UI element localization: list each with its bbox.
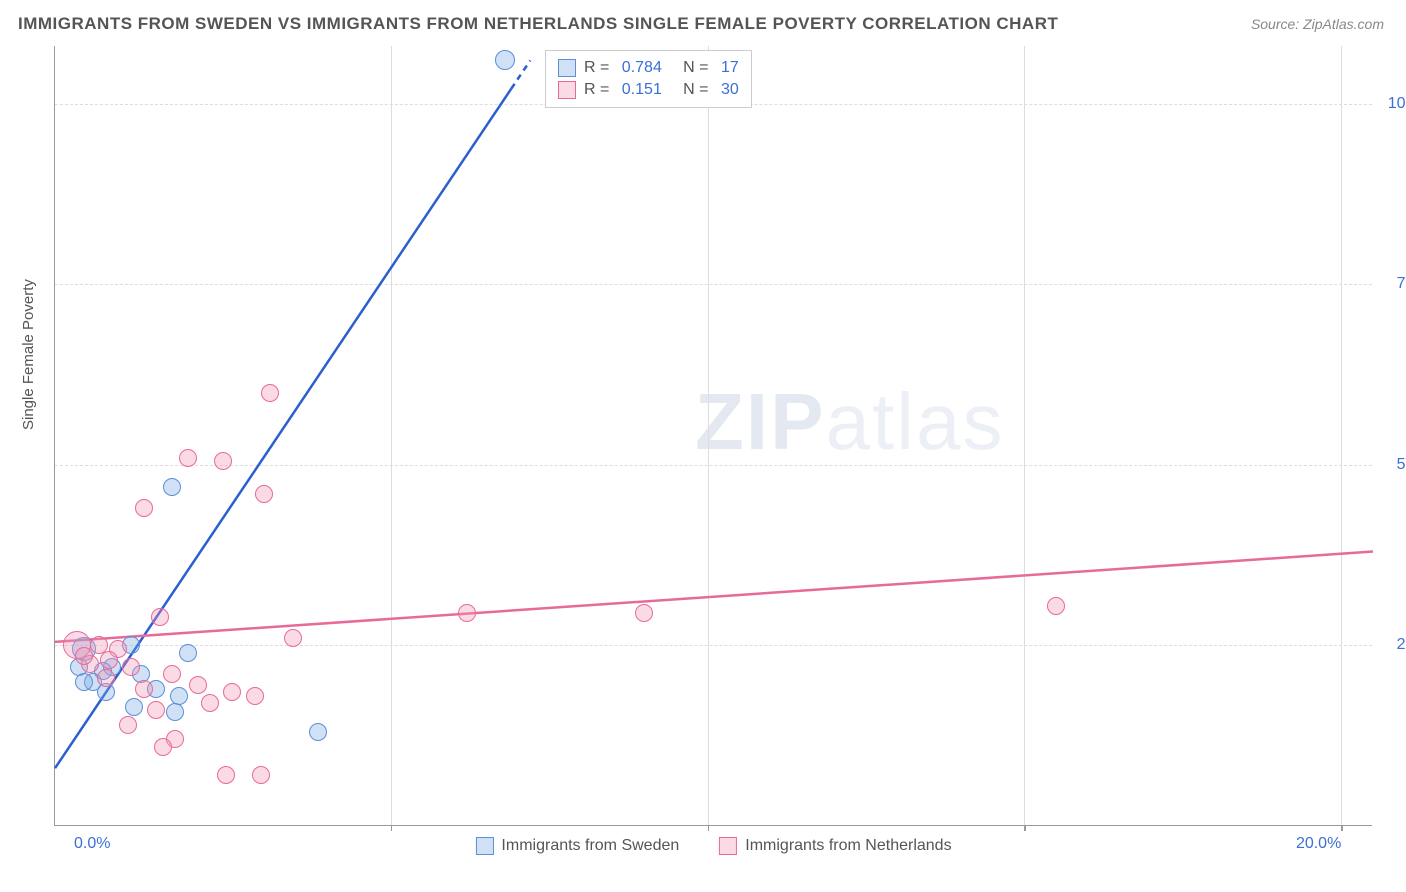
data-point <box>75 647 93 665</box>
legend-r-value: 0.784 <box>622 59 662 77</box>
stats-legend: R = 0.784 N = 17R = 0.151 N = 30 <box>545 50 752 108</box>
legend-r-label: R = <box>584 81 614 99</box>
data-point <box>458 604 476 622</box>
stats-legend-row: R = 0.151 N = 30 <box>558 79 739 101</box>
data-point <box>201 694 219 712</box>
y-tick-label: 100.0% <box>1382 95 1406 113</box>
x-tick-label: 0.0% <box>74 835 110 853</box>
data-point <box>147 701 165 719</box>
legend-item-netherlands: Immigrants from Netherlands <box>719 837 951 855</box>
legend-swatch-netherlands <box>719 837 737 855</box>
legend-n-value: 30 <box>721 81 739 99</box>
data-point <box>135 499 153 517</box>
data-point <box>135 680 153 698</box>
data-point <box>166 703 184 721</box>
trendline-dashed <box>511 60 530 88</box>
data-point <box>214 452 232 470</box>
data-point <box>163 478 181 496</box>
data-point <box>252 766 270 784</box>
data-point <box>151 608 169 626</box>
legend-label-sweden: Immigrants from Sweden <box>501 837 679 855</box>
data-point <box>163 665 181 683</box>
x-tick-label: 20.0% <box>1296 835 1341 853</box>
legend-n-label: N = <box>670 81 713 99</box>
chart-title: IMMIGRANTS FROM SWEDEN VS IMMIGRANTS FRO… <box>18 14 1058 34</box>
data-point <box>122 658 140 676</box>
data-point <box>261 384 279 402</box>
data-point <box>75 673 93 691</box>
data-point <box>119 716 137 734</box>
data-point <box>125 698 143 716</box>
data-point <box>154 738 172 756</box>
trendlines-svg <box>55 46 1373 826</box>
y-tick-label: 50.0% <box>1382 456 1406 474</box>
data-point <box>179 449 197 467</box>
data-point <box>100 651 118 669</box>
y-tick-label: 25.0% <box>1382 636 1406 654</box>
y-axis-label: Single Female Poverty <box>20 279 37 430</box>
data-point <box>223 683 241 701</box>
legend-swatch <box>558 59 576 77</box>
bottom-legend: Immigrants from Sweden Immigrants from N… <box>475 837 951 855</box>
legend-r-label: R = <box>584 59 614 77</box>
legend-swatch-sweden <box>475 837 493 855</box>
data-point <box>246 687 264 705</box>
legend-n-value: 17 <box>721 59 739 77</box>
data-point <box>189 676 207 694</box>
stats-legend-row: R = 0.784 N = 17 <box>558 57 739 79</box>
data-point <box>309 723 327 741</box>
legend-r-value: 0.151 <box>622 81 662 99</box>
legend-n-label: N = <box>670 59 713 77</box>
y-tick-label: 75.0% <box>1382 275 1406 293</box>
trendline <box>55 552 1373 642</box>
data-point <box>179 644 197 662</box>
data-point <box>97 669 115 687</box>
chart-plot-area: ZIPatlas Immigrants from Sweden Immigran… <box>54 46 1372 826</box>
legend-swatch <box>558 81 576 99</box>
data-point <box>1047 597 1065 615</box>
data-point <box>284 629 302 647</box>
data-point <box>635 604 653 622</box>
legend-item-sweden: Immigrants from Sweden <box>475 837 679 855</box>
data-point <box>217 766 235 784</box>
data-point <box>495 50 515 70</box>
source-label: Source: ZipAtlas.com <box>1251 16 1384 32</box>
legend-label-netherlands: Immigrants from Netherlands <box>745 837 951 855</box>
data-point <box>255 485 273 503</box>
